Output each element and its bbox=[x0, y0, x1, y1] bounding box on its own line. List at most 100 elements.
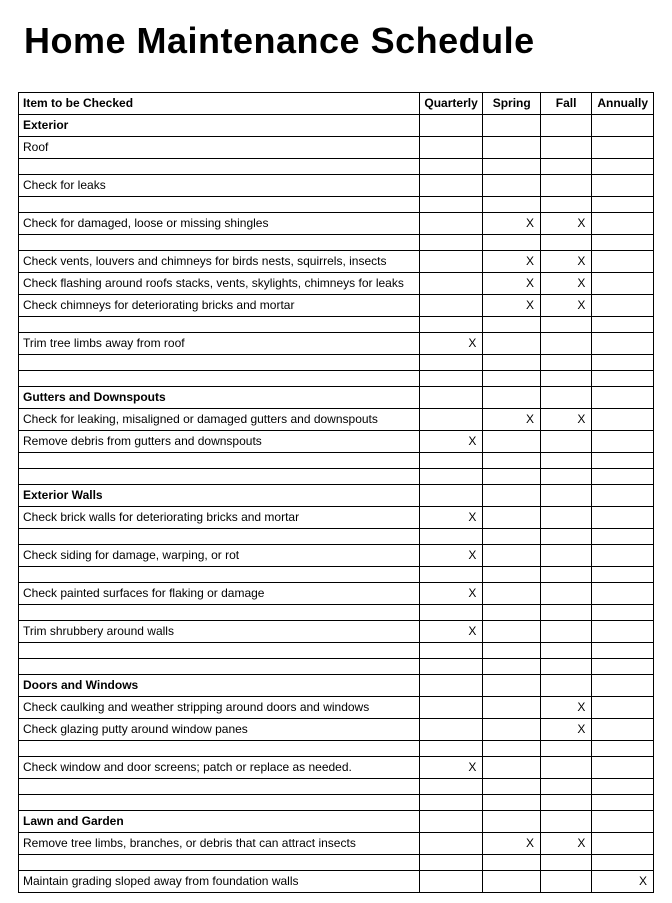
empty-cell bbox=[540, 355, 591, 371]
mark-cell: X bbox=[483, 213, 541, 235]
mark-cell bbox=[592, 175, 654, 197]
mark-cell: X bbox=[540, 719, 591, 741]
empty-cell bbox=[540, 371, 591, 387]
empty-cell bbox=[592, 779, 654, 795]
section-row: Exterior bbox=[19, 115, 654, 137]
empty-cell bbox=[419, 159, 483, 175]
table-row: Check chimneys for deteriorating bricks … bbox=[19, 295, 654, 317]
empty-cell bbox=[483, 675, 541, 697]
table-row: Roof bbox=[19, 137, 654, 159]
empty-cell bbox=[19, 197, 420, 213]
mark-cell bbox=[419, 213, 483, 235]
item-label: Check for leaking, misaligned or damaged… bbox=[19, 409, 420, 431]
empty-cell bbox=[419, 469, 483, 485]
empty-cell bbox=[19, 235, 420, 251]
mark-cell bbox=[540, 757, 591, 779]
item-label: Remove debris from gutters and downspout… bbox=[19, 431, 420, 453]
empty-cell bbox=[483, 567, 541, 583]
empty-cell bbox=[592, 741, 654, 757]
mark-cell bbox=[483, 431, 541, 453]
empty-cell bbox=[540, 605, 591, 621]
empty-cell bbox=[419, 485, 483, 507]
empty-cell bbox=[419, 643, 483, 659]
table-row: Trim shrubbery around wallsX bbox=[19, 621, 654, 643]
item-label: Check siding for damage, warping, or rot bbox=[19, 545, 420, 567]
table-row: Trim tree limbs away from roofX bbox=[19, 333, 654, 355]
section-row: Doors and Windows bbox=[19, 675, 654, 697]
mark-cell bbox=[592, 295, 654, 317]
item-label: Check painted surfaces for flaking or da… bbox=[19, 583, 420, 605]
mark-cell: X bbox=[419, 333, 483, 355]
empty-cell bbox=[19, 795, 420, 811]
mark-cell bbox=[540, 583, 591, 605]
mark-cell bbox=[592, 719, 654, 741]
mark-cell bbox=[592, 757, 654, 779]
spacer-row bbox=[19, 197, 654, 213]
mark-cell bbox=[483, 757, 541, 779]
empty-cell bbox=[540, 235, 591, 251]
empty-cell bbox=[540, 529, 591, 545]
empty-cell bbox=[483, 741, 541, 757]
empty-cell bbox=[419, 115, 483, 137]
empty-cell bbox=[483, 485, 541, 507]
spacer-row bbox=[19, 371, 654, 387]
empty-cell bbox=[540, 453, 591, 469]
mark-cell: X bbox=[419, 545, 483, 567]
mark-cell: X bbox=[419, 583, 483, 605]
empty-cell bbox=[540, 567, 591, 583]
empty-cell bbox=[19, 605, 420, 621]
table-row: Check painted surfaces for flaking or da… bbox=[19, 583, 654, 605]
empty-cell bbox=[592, 387, 654, 409]
empty-cell bbox=[419, 355, 483, 371]
empty-cell bbox=[592, 659, 654, 675]
empty-cell bbox=[540, 779, 591, 795]
table-row: Check vents, louvers and chimneys for bi… bbox=[19, 251, 654, 273]
empty-cell bbox=[483, 355, 541, 371]
mark-cell bbox=[419, 409, 483, 431]
empty-cell bbox=[540, 197, 591, 213]
col-header-spring: Spring bbox=[483, 93, 541, 115]
empty-cell bbox=[592, 159, 654, 175]
empty-cell bbox=[419, 453, 483, 469]
spacer-row bbox=[19, 317, 654, 333]
empty-cell bbox=[483, 811, 541, 833]
empty-cell bbox=[19, 779, 420, 795]
empty-cell bbox=[483, 371, 541, 387]
empty-cell bbox=[592, 453, 654, 469]
item-label: Check vents, louvers and chimneys for bi… bbox=[19, 251, 420, 273]
empty-cell bbox=[592, 675, 654, 697]
empty-cell bbox=[19, 529, 420, 545]
mark-cell bbox=[483, 697, 541, 719]
item-label: Check for leaks bbox=[19, 175, 420, 197]
item-label: Maintain grading sloped away from founda… bbox=[19, 871, 420, 893]
mark-cell bbox=[483, 507, 541, 529]
empty-cell bbox=[419, 675, 483, 697]
empty-cell bbox=[419, 605, 483, 621]
mark-cell: X bbox=[483, 409, 541, 431]
section-row: Gutters and Downspouts bbox=[19, 387, 654, 409]
empty-cell bbox=[592, 811, 654, 833]
section-label: Gutters and Downspouts bbox=[19, 387, 420, 409]
empty-cell bbox=[483, 197, 541, 213]
spacer-row bbox=[19, 855, 654, 871]
empty-cell bbox=[592, 529, 654, 545]
empty-cell bbox=[19, 453, 420, 469]
section-label: Exterior bbox=[19, 115, 420, 137]
empty-cell bbox=[540, 485, 591, 507]
empty-cell bbox=[419, 811, 483, 833]
table-body: ExteriorRoofCheck for leaksCheck for dam… bbox=[19, 115, 654, 893]
mark-cell: X bbox=[540, 273, 591, 295]
mark-cell bbox=[483, 719, 541, 741]
empty-cell bbox=[483, 779, 541, 795]
empty-cell bbox=[483, 235, 541, 251]
empty-cell bbox=[540, 855, 591, 871]
spacer-row bbox=[19, 355, 654, 371]
col-header-quarterly: Quarterly bbox=[419, 93, 483, 115]
mark-cell bbox=[592, 409, 654, 431]
empty-cell bbox=[419, 371, 483, 387]
mark-cell bbox=[540, 333, 591, 355]
mark-cell: X bbox=[592, 871, 654, 893]
mark-cell bbox=[419, 175, 483, 197]
mark-cell: X bbox=[483, 251, 541, 273]
mark-cell: X bbox=[483, 273, 541, 295]
